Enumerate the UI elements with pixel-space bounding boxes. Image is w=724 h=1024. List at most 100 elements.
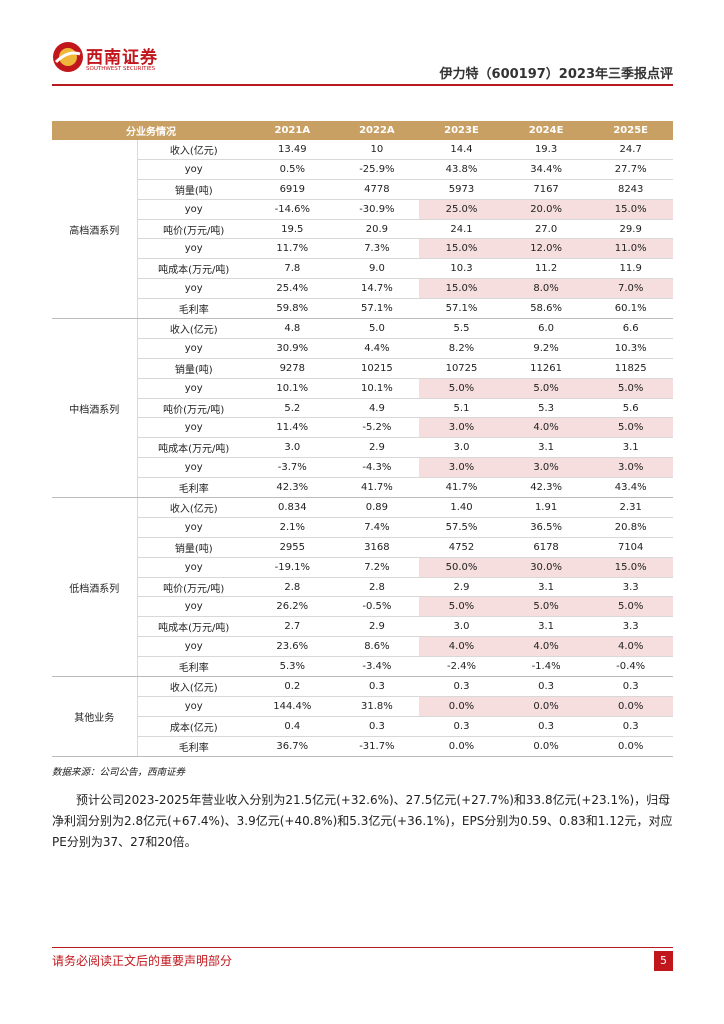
table-row: yoy -3.7% -4.3% 3.0% 3.0% 3.0% — [52, 457, 673, 479]
cell: -4.3% — [334, 457, 420, 479]
cell: 2.1% — [250, 517, 335, 538]
row-label: yoy — [137, 696, 250, 717]
table-row: 其他业务 收入(亿元) 0.2 0.3 0.3 0.3 0.3 — [52, 676, 673, 757]
cell: 43.8% — [419, 159, 504, 180]
cell: 4.0% — [503, 636, 589, 658]
table-row: 销量(吨) 2955 3168 4752 6178 7104 — [52, 537, 673, 558]
cell: 11.2 — [503, 258, 589, 280]
cell: 36.7% — [250, 736, 335, 757]
cell: 2.7 — [250, 616, 335, 638]
table-row: 中档酒系列 收入(亿元) 4.8 5.0 5.5 6.0 6.6 — [52, 318, 673, 499]
cell: 10 — [334, 140, 420, 160]
cell: 0.3 — [588, 676, 673, 697]
group-name: 低档酒系列 — [52, 497, 138, 678]
cell: 0.0% — [419, 696, 504, 717]
cell: 3.0% — [419, 417, 504, 439]
cell: 0.4 — [250, 716, 335, 737]
cell: 8.0% — [503, 278, 589, 300]
cell: -0.4% — [588, 656, 673, 678]
cell: 41.7% — [334, 477, 420, 499]
cell: 57.5% — [419, 517, 504, 538]
cell: 5.2 — [250, 398, 335, 419]
row-label: 毛利率 — [137, 298, 250, 320]
cell: 3.0% — [503, 457, 589, 479]
cell: 3.3 — [588, 616, 673, 638]
cell: 2.8 — [250, 577, 335, 598]
cell: 3.0% — [588, 457, 673, 479]
cell: 5.0% — [588, 378, 673, 399]
cell: 25.4% — [250, 278, 335, 300]
table-row: 吨价(万元/吨) 19.5 20.9 24.1 27.0 29.9 — [52, 219, 673, 240]
cell: -3.4% — [334, 656, 420, 678]
cell: 4752 — [419, 537, 504, 558]
table-row: yoy 0.5% -25.9% 43.8% 34.4% 27.7% — [52, 159, 673, 180]
group-name: 其他业务 — [52, 676, 138, 757]
cell: 15.0% — [588, 199, 673, 220]
cell: 15.0% — [588, 557, 673, 578]
table-row: 销量(吨) 6919 4778 5973 7167 8243 — [52, 179, 673, 200]
cell: 0.0% — [419, 736, 504, 757]
cell: 2.9 — [334, 437, 420, 459]
cell: -19.1% — [250, 557, 335, 578]
row-label: 收入(亿元) — [137, 140, 250, 160]
cell: 0.2 — [250, 676, 335, 697]
cell: 5.0% — [503, 596, 589, 618]
cell: 10215 — [334, 358, 420, 379]
cell: 4.8 — [250, 318, 335, 339]
row-label: yoy — [137, 517, 250, 538]
cell: 2.9 — [419, 577, 504, 598]
cell: 36.5% — [503, 517, 589, 538]
cell: 42.3% — [503, 477, 589, 499]
cell: 42.3% — [250, 477, 335, 499]
row-label: yoy — [137, 596, 250, 618]
row-label: 吨成本(万元/吨) — [137, 437, 250, 459]
table-row: 成本(亿元) 0.4 0.3 0.3 0.3 0.3 — [52, 716, 673, 737]
table-row: 吨成本(万元/吨) 7.8 9.0 10.3 11.2 11.9 — [52, 258, 673, 280]
cell: 12.0% — [503, 238, 589, 260]
cell: 0.3 — [419, 676, 504, 697]
cell: 29.9 — [588, 219, 673, 240]
table-row: yoy 26.2% -0.5% 5.0% 5.0% 5.0% — [52, 596, 673, 618]
cell: 0.834 — [250, 497, 335, 518]
cell: 11.9 — [588, 258, 673, 280]
cell: 0.5% — [250, 159, 335, 180]
footer-notice: 请务必阅读正文后的重要声明部分 — [52, 954, 233, 968]
table-row: 吨价(万元/吨) 5.2 4.9 5.1 5.3 5.6 — [52, 398, 673, 419]
cell: 20.0% — [503, 199, 589, 220]
cell: 10.1% — [250, 378, 335, 399]
cell: 7.8 — [250, 258, 335, 280]
cell: 7.4% — [334, 517, 420, 538]
table-row: 毛利率 42.3% 41.7% 41.7% 42.3% 43.4% — [52, 477, 673, 499]
table-row: 吨成本(万元/吨) 3.0 2.9 3.0 3.1 3.1 — [52, 437, 673, 459]
cell: 6.0 — [503, 318, 589, 339]
cell: 5.0% — [503, 378, 589, 399]
cell: 6.6 — [588, 318, 673, 339]
cell: 19.5 — [250, 219, 335, 240]
row-label: yoy — [137, 417, 250, 439]
cell: 3.1 — [503, 616, 589, 638]
row-label: yoy — [137, 378, 250, 399]
cell: 30.0% — [503, 557, 589, 578]
header-rule — [52, 84, 673, 86]
cell: 7104 — [588, 537, 673, 558]
table-row: 销量(吨) 9278 10215 10725 11261 11825 — [52, 358, 673, 379]
table-row: 高档酒系列 收入(亿元) 13.49 10 14.4 19.3 24.7 — [52, 140, 673, 320]
cell: 4.0% — [419, 636, 504, 658]
row-label: 收入(亿元) — [137, 497, 250, 518]
cell: 59.8% — [250, 298, 335, 320]
group-name: 中档酒系列 — [52, 318, 138, 499]
row-label: yoy — [137, 636, 250, 658]
cell: -25.9% — [334, 159, 420, 180]
cell: 5973 — [419, 179, 504, 200]
cell: 60.1% — [588, 298, 673, 320]
cell: 31.8% — [334, 696, 420, 717]
table-row: 吨价(万元/吨) 2.8 2.8 2.9 3.1 3.3 — [52, 577, 673, 598]
cell: 7.2% — [334, 557, 420, 578]
cell: 0.3 — [334, 676, 420, 697]
cell: 5.1 — [419, 398, 504, 419]
cell: -2.4% — [419, 656, 504, 678]
cell: 27.0 — [503, 219, 589, 240]
cell: 8.6% — [334, 636, 420, 658]
header-title: 伊力特（600197）2023年三季报点评 — [439, 67, 673, 82]
